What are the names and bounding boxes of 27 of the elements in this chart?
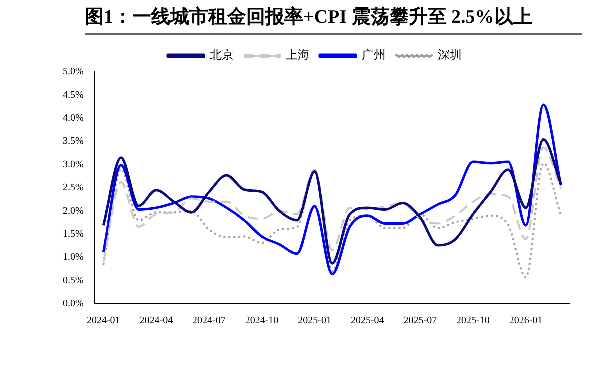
y-tick-label: 2.0% [62, 206, 84, 217]
chart-title: 图1：一线城市租金回报率+CPI 震荡攀升至 2.5%以上 [85, 4, 582, 35]
x-tick-label: 2026-01 [509, 316, 543, 327]
x-tick-label: 2024-10 [245, 316, 279, 327]
x-tick-label: 2025-01 [298, 316, 332, 327]
x-tick-label: 2024-07 [192, 316, 226, 327]
x-tick-label: 2025-10 [456, 316, 490, 327]
x-tick-label: 2024-04 [140, 316, 174, 327]
y-tick-label: 1.5% [62, 229, 84, 240]
y-tick-label: 3.0% [62, 159, 84, 170]
y-tick-label: 0.0% [62, 298, 84, 310]
y-tick-label: 4.5% [62, 90, 84, 101]
y-tick-label: 3.5% [62, 136, 84, 148]
legend-label: 深圳 [438, 48, 462, 62]
x-tick-label: 2025-07 [404, 316, 438, 327]
line-series [102, 104, 562, 276]
y-tick-label: 0.5% [62, 275, 84, 286]
legend-label: 上海 [286, 48, 310, 62]
y-tick-label: 2.5% [62, 182, 84, 194]
x-tick-label: 2024-01 [86, 316, 120, 327]
legend-label: 广州 [362, 48, 386, 62]
line-series [102, 162, 562, 279]
x-tick-label: 2025-04 [350, 316, 384, 327]
y-tick-label: 4.0% [62, 113, 84, 124]
y-tick-label: 5.0% [62, 66, 84, 78]
y-tick-label: 1.0% [62, 252, 84, 264]
legend-label: 北京 [210, 48, 234, 62]
